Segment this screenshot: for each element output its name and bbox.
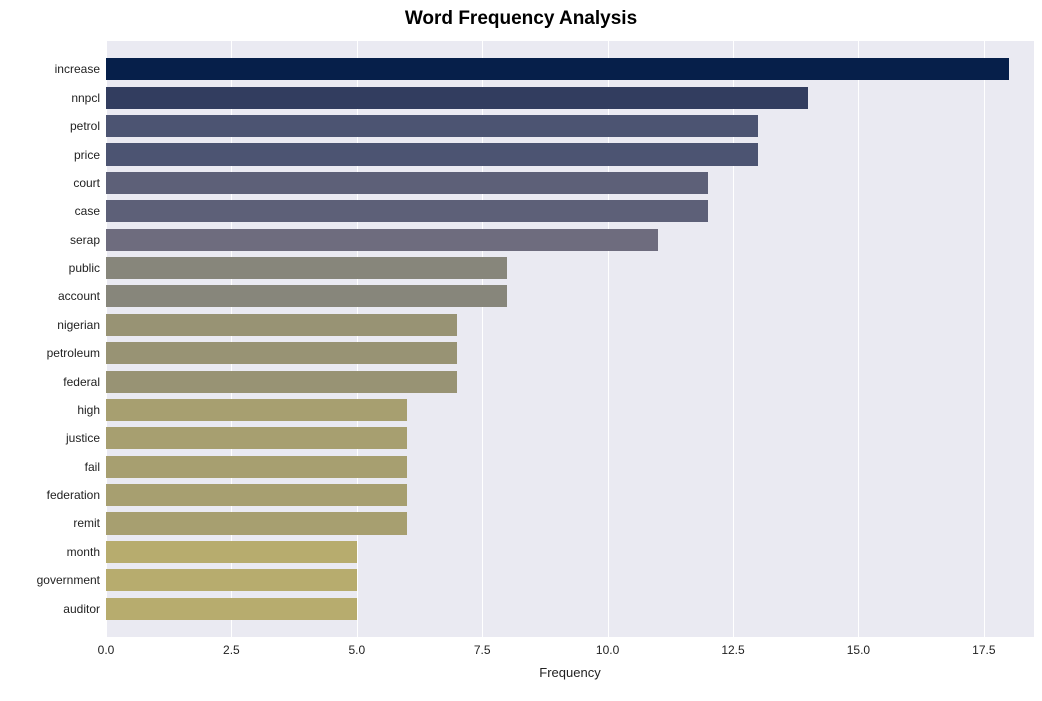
y-tick-label: remit [73, 516, 106, 530]
x-tick-label: 0.0 [98, 637, 115, 657]
x-tick-label: 7.5 [474, 637, 491, 657]
word-frequency-chart: Word Frequency Analysis Frequency 0.02.5… [0, 0, 1042, 701]
x-axis-title: Frequency [106, 665, 1034, 680]
y-tick-label: government [37, 573, 106, 587]
x-tick-label: 17.5 [972, 637, 995, 657]
y-tick-label: serap [70, 233, 106, 247]
y-tick-label: federal [63, 375, 106, 389]
y-tick-label: case [75, 204, 106, 218]
x-tick-label: 12.5 [721, 637, 744, 657]
bar [106, 58, 1009, 80]
bar [106, 285, 507, 307]
y-tick-label: justice [66, 431, 106, 445]
x-tick-label: 5.0 [348, 637, 365, 657]
bar [106, 512, 407, 534]
bar [106, 143, 758, 165]
chart-title: Word Frequency Analysis [0, 8, 1042, 30]
plot-area: Frequency 0.02.55.07.510.012.515.017.5in… [106, 41, 1034, 637]
y-tick-label: nigerian [57, 318, 106, 332]
y-tick-label: price [74, 148, 106, 162]
bar [106, 484, 407, 506]
grid-line [858, 41, 859, 637]
bar [106, 371, 457, 393]
y-tick-label: account [58, 289, 106, 303]
y-tick-label: auditor [63, 602, 106, 616]
y-tick-label: court [73, 176, 106, 190]
bar [106, 569, 357, 591]
bar [106, 598, 357, 620]
bar [106, 172, 708, 194]
y-tick-label: fail [85, 460, 106, 474]
bar [106, 456, 407, 478]
y-tick-label: increase [55, 62, 106, 76]
x-tick-label: 15.0 [847, 637, 870, 657]
bar [106, 541, 357, 563]
y-tick-label: petroleum [47, 346, 106, 360]
y-tick-label: month [67, 545, 106, 559]
bar [106, 257, 507, 279]
bar [106, 229, 658, 251]
y-tick-label: nnpcl [71, 91, 106, 105]
grid-line [984, 41, 985, 637]
bar [106, 399, 407, 421]
bar [106, 342, 457, 364]
y-tick-label: high [77, 403, 106, 417]
y-tick-label: federation [47, 488, 106, 502]
bar [106, 314, 457, 336]
bar [106, 87, 808, 109]
y-tick-label: petrol [70, 119, 106, 133]
bar [106, 115, 758, 137]
bar [106, 200, 708, 222]
bar [106, 427, 407, 449]
y-tick-label: public [69, 261, 106, 275]
x-tick-label: 10.0 [596, 637, 619, 657]
x-tick-label: 2.5 [223, 637, 240, 657]
